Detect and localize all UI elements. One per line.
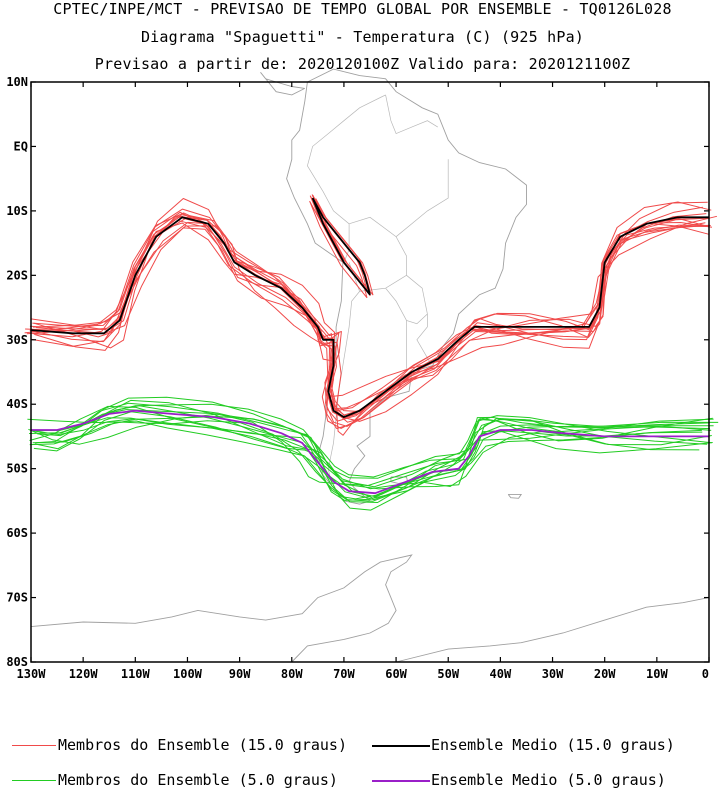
red-15c-member-6 — [32, 208, 711, 416]
green-5c-member-10 — [35, 402, 719, 488]
antarctic-peninsula — [30, 554, 413, 663]
lon-label-130W: 130W — [17, 667, 47, 681]
green-5c-member-4 — [28, 413, 712, 490]
legend-label-mean-15: Ensemble Medio (15.0 graus) — [431, 736, 675, 754]
lat-label-60S: 60S — [6, 526, 28, 540]
legend-label-members-15: Membros do Ensemble (15.0 graus) — [58, 736, 347, 754]
lat-label-70S: 70S — [6, 591, 28, 605]
lon-label-30W: 30W — [542, 667, 564, 681]
lon-label-110W: 110W — [121, 667, 151, 681]
lon-label-80W: 80W — [281, 667, 303, 681]
red-15c-member-10 — [24, 221, 706, 422]
central-america-outline — [260, 72, 306, 96]
country-border-2 — [348, 216, 407, 292]
andes-member-5 — [315, 198, 374, 296]
lon-label-20W: 20W — [594, 667, 616, 681]
legend-label-members-5: Membros do Ensemble (5.0 graus) — [58, 771, 338, 789]
legend-swatch-members-15 — [12, 745, 56, 746]
lon-label-0: 0 — [702, 667, 709, 681]
ensemble-means-layer — [30, 197, 709, 495]
green-5c-member-9 — [32, 403, 708, 478]
green-5c-member-3 — [34, 399, 713, 499]
lon-label-60W: 60W — [385, 667, 407, 681]
title-line-1: CPTEC/INPE/MCT - PREVISAO DE TEMPO GLOBA… — [53, 0, 672, 18]
lat-label-80S: 80S — [6, 655, 28, 669]
title-line-3: Previsao a partir de: 2020120100Z Valido… — [94, 55, 631, 73]
lat-label-10N: 10N — [6, 75, 28, 89]
red-15c-member-1 — [33, 201, 708, 429]
legend-swatch-members-5 — [12, 780, 56, 781]
country-border-4 — [416, 314, 431, 363]
plot-frame — [30, 81, 710, 663]
lon-label-120W: 120W — [69, 667, 99, 681]
red-15c-member-13 — [32, 216, 710, 418]
green-5c-member-6 — [29, 405, 703, 497]
legend-swatch-mean-5 — [372, 780, 430, 782]
country-border-1 — [307, 94, 386, 263]
red-15c-member-14 — [32, 212, 713, 412]
lat-label-30S: 30S — [6, 333, 28, 347]
south-georgia — [507, 493, 523, 499]
lat-label-10S: 10S — [6, 204, 28, 218]
country-border-6 — [395, 159, 449, 237]
coastlines-layer — [30, 68, 710, 663]
lon-label-40W: 40W — [490, 667, 512, 681]
lon-label-70W: 70W — [333, 667, 355, 681]
green-5c-member-14 — [29, 415, 712, 479]
lon-label-100W: 100W — [173, 667, 203, 681]
lon-label-10W: 10W — [646, 667, 668, 681]
lat-label-40S: 40S — [6, 397, 28, 411]
plot-area — [31, 82, 709, 662]
country-border-7 — [385, 94, 438, 135]
country-border-3 — [385, 275, 428, 325]
andes-member-4 — [309, 200, 368, 299]
lon-label-50W: 50W — [437, 667, 459, 681]
lat-label-EQ: EQ — [14, 139, 28, 153]
title-line-2: Diagrama "Spaguetti" - Temperatura (C) (… — [140, 28, 585, 46]
lon-label-90W: 90W — [229, 667, 251, 681]
andes-mean-contour — [311, 197, 371, 296]
red-15c-member-11 — [25, 206, 703, 429]
lat-label-50S: 50S — [6, 462, 28, 476]
ensemble-mean-15c — [30, 216, 709, 418]
south-america-outline — [286, 68, 527, 505]
weddell-coast — [395, 597, 710, 663]
legend-label-mean-5: Ensemble Medio (5.0 graus) — [431, 771, 666, 789]
legend-swatch-mean-15 — [372, 745, 430, 747]
green-5c-member-12 — [37, 396, 713, 490]
lat-label-20S: 20S — [6, 268, 28, 282]
ensemble-mean-5c — [31, 409, 709, 495]
